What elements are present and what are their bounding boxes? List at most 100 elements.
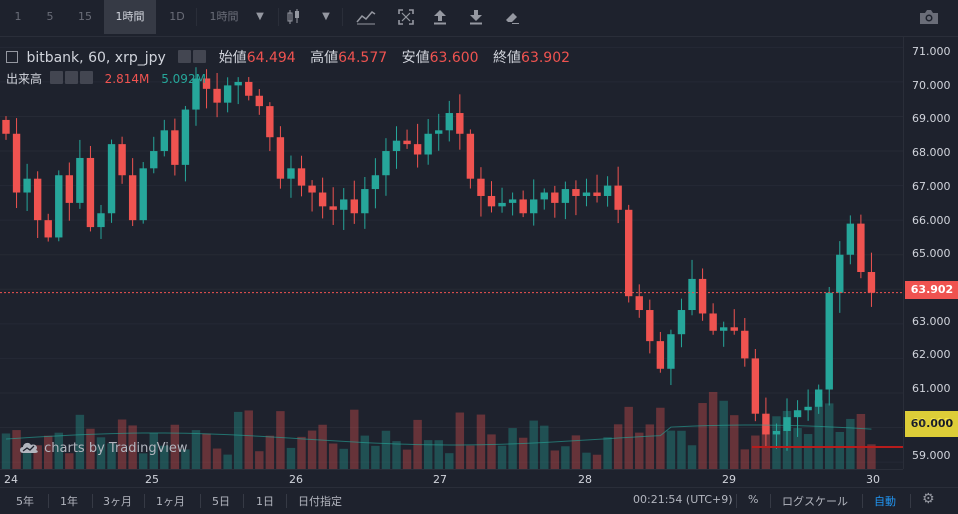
- upload-icon[interactable]: [430, 8, 450, 26]
- candle-body: [234, 81, 242, 86]
- download-icon[interactable]: [466, 8, 486, 26]
- percent-toggle[interactable]: %: [748, 493, 759, 506]
- interval-1d[interactable]: 1D: [169, 10, 185, 23]
- price-axis[interactable]: 71.000 70.000 69.000 68.000 67.000 66.000 65.0…: [903, 37, 958, 469]
- volume-label: 出来高: [6, 72, 43, 86]
- candle-body: [255, 95, 263, 107]
- candle-body: [139, 168, 147, 221]
- volume-legend: 出来高 2.814M 5.092M: [6, 70, 206, 87]
- candle-body: [276, 137, 285, 179]
- gear-icon[interactable]: [193, 50, 207, 63]
- candle-body: [730, 327, 738, 331]
- chart-plot-area[interactable]: [0, 37, 903, 469]
- candle-body: [456, 113, 464, 134]
- candle-body: [804, 406, 812, 411]
- candle-body: [498, 202, 506, 207]
- candle-body: [202, 78, 211, 89]
- candle-body: [519, 199, 527, 214]
- log-scale-toggle[interactable]: ログスケール: [782, 495, 848, 508]
- candle-body: [44, 220, 52, 238]
- candle-body: [625, 209, 633, 297]
- volume-value: 2.814M: [104, 72, 150, 86]
- volume-bar: [65, 453, 74, 469]
- auto-scale-toggle[interactable]: 自動: [874, 495, 896, 508]
- candle-body: [857, 223, 865, 273]
- time-label: 26: [289, 473, 303, 486]
- chevron-down-icon[interactable]: ▼: [322, 11, 330, 22]
- eye-icon[interactable]: [178, 50, 192, 63]
- divider: [286, 494, 287, 508]
- candle-body: [677, 310, 686, 335]
- interval-15[interactable]: 15: [78, 10, 92, 23]
- volume-bar: [138, 453, 148, 469]
- volume-bar: [624, 406, 633, 469]
- eraser-icon[interactable]: [502, 8, 522, 26]
- collapse-legend-icon[interactable]: [6, 51, 18, 63]
- volume-bar: [423, 440, 433, 469]
- close-icon[interactable]: [79, 71, 93, 84]
- candle-body: [783, 417, 791, 431]
- candle-body: [107, 144, 116, 214]
- candle-body: [614, 185, 622, 210]
- candle-body: [97, 213, 105, 228]
- candle-body: [582, 192, 591, 196]
- fullscreen-icon[interactable]: [396, 8, 416, 26]
- toolbar-divider: [278, 8, 279, 26]
- open-label: 始値: [218, 50, 247, 66]
- candle-body: [65, 175, 74, 203]
- candle-body: [245, 81, 253, 96]
- interval-dropdown[interactable]: 1時間: [209, 10, 239, 23]
- range-1y-button[interactable]: 1年: [60, 495, 78, 508]
- volume-bar: [814, 400, 823, 469]
- interval-5[interactable]: 5: [46, 10, 54, 23]
- range-5d-button[interactable]: 5日: [212, 495, 230, 508]
- volume-bar: [466, 445, 475, 469]
- price-tick-label: 71.000: [912, 45, 951, 58]
- interval-1h[interactable]: 1時間: [104, 0, 156, 34]
- tradingview-watermark[interactable]: charts by TradingView: [18, 440, 187, 456]
- camera-icon[interactable]: [918, 8, 940, 26]
- volume-bar: [360, 435, 370, 469]
- volume-bar: [96, 437, 106, 469]
- clock[interactable]: 00:21:54 (UTC+9): [633, 493, 733, 506]
- time-axis[interactable]: 24 25 26 27 28 29 30: [0, 469, 903, 488]
- gear-icon[interactable]: ⚙: [922, 491, 935, 507]
- price-tick-label: 66.000: [912, 213, 951, 227]
- volume-bar: [529, 420, 538, 469]
- time-label: 28: [578, 473, 592, 486]
- gear-icon[interactable]: [64, 71, 78, 84]
- volume-bar: [328, 443, 338, 469]
- candle-body: [793, 410, 802, 418]
- candle-style-icon[interactable]: [284, 8, 304, 26]
- cloud-icon: [20, 442, 38, 453]
- range-1m-button[interactable]: 1ヶ月: [156, 495, 185, 508]
- interval-1[interactable]: 1: [14, 10, 22, 23]
- candle-body: [413, 144, 422, 155]
- volume-bar: [613, 424, 623, 469]
- candle-body: [12, 133, 21, 193]
- volume-bar: [856, 413, 866, 469]
- candle-body: [656, 341, 665, 369]
- divider: [910, 494, 911, 508]
- time-label: 29: [722, 473, 736, 486]
- candle-body: [424, 133, 432, 155]
- volume-bar: [666, 430, 676, 469]
- volume-bar: [191, 430, 201, 469]
- chevron-down-icon[interactable]: ▼: [256, 11, 264, 22]
- candle-body: [160, 130, 169, 152]
- volume-bar: [1, 433, 11, 469]
- divider: [736, 494, 737, 508]
- range-3m-button[interactable]: 3ヶ月: [103, 495, 132, 508]
- candle-body: [445, 113, 453, 131]
- range-5y-button[interactable]: 5年: [16, 495, 34, 508]
- candle-body: [382, 151, 390, 176]
- eye-icon[interactable]: [49, 71, 63, 84]
- range-1d-button[interactable]: 1日: [256, 495, 274, 508]
- goto-date-button[interactable]: 日付指定: [298, 495, 342, 508]
- candle-body: [287, 168, 295, 179]
- indicators-icon[interactable]: [354, 8, 378, 26]
- candle-body: [836, 254, 844, 293]
- candlestick-chart[interactable]: [0, 37, 903, 469]
- candle-body: [150, 151, 158, 169]
- volume-bar: [740, 449, 750, 469]
